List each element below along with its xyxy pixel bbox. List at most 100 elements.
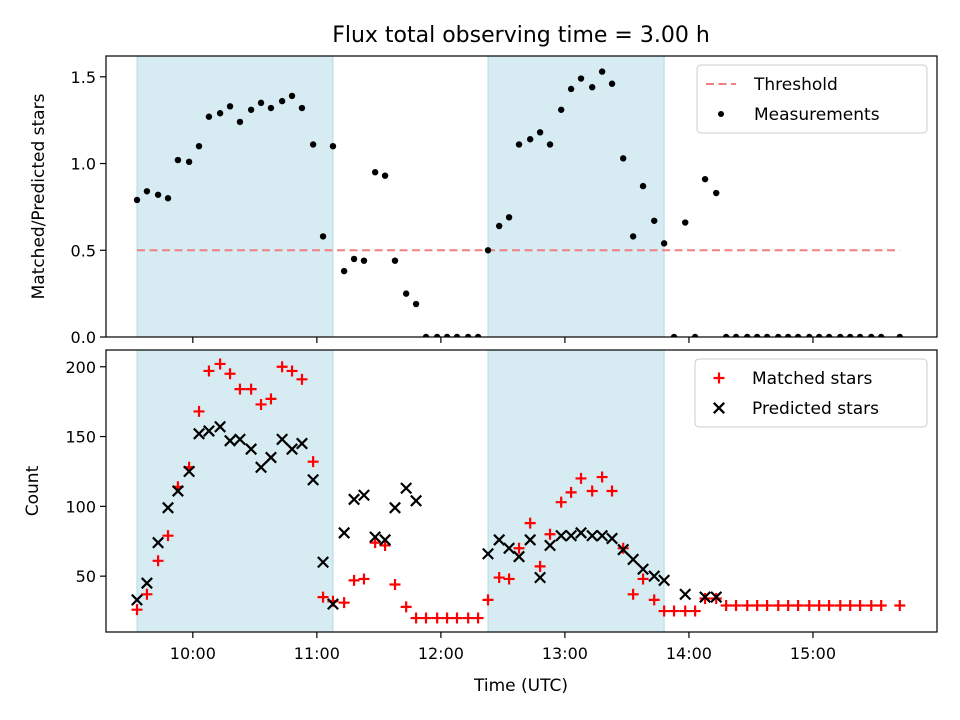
- matched-point: [689, 605, 701, 617]
- matched-point: [224, 368, 236, 380]
- matched-point: [555, 496, 567, 508]
- legend-measurement-swatch: [718, 111, 724, 117]
- predicted-point: [482, 547, 494, 560]
- measurement-point: [670, 333, 678, 337]
- matched-point: [317, 591, 329, 603]
- matched-point: [296, 373, 308, 385]
- matched-point: [203, 365, 215, 377]
- matched-point: [534, 560, 546, 572]
- measurement-point: [195, 142, 203, 150]
- measurement-point: [154, 191, 162, 198]
- measurement-point: [856, 333, 864, 337]
- series-predicted-stars: [131, 420, 723, 611]
- measurement-point: [505, 214, 513, 221]
- predicted-point: [710, 591, 723, 604]
- measurement-point: [722, 333, 730, 337]
- measurement-point: [257, 99, 265, 107]
- matched-point: [834, 599, 846, 611]
- measurement-point: [391, 257, 399, 264]
- predicted-point: [307, 473, 320, 486]
- matched-point: [193, 405, 205, 417]
- axes-frame: [105, 55, 938, 338]
- measurement-point: [298, 104, 306, 112]
- ratio-panel: 0.0 0.5 1.0 1.5 Matched/Predicted stars Thres…: [29, 55, 938, 347]
- series-matched-stars: [131, 358, 906, 624]
- predicted-point: [493, 533, 506, 546]
- measurement-point: [567, 85, 575, 93]
- matched-point: [772, 599, 784, 611]
- legend-label: Measurements: [754, 105, 880, 125]
- matched-point: [255, 398, 267, 410]
- measurement-point: [660, 240, 668, 247]
- matched-point: [245, 383, 257, 395]
- y-tick-label: 1.5: [71, 68, 96, 87]
- matched-point: [730, 599, 742, 611]
- predicted-point: [679, 588, 692, 601]
- count-panel: 50 100 150 200 10:00 11:00 12:00 13:00 14:00 15:0…: [23, 349, 938, 663]
- predicted-point: [565, 529, 578, 542]
- measurement-point: [815, 333, 823, 337]
- y-tick-label: 100: [65, 497, 96, 516]
- matched-point: [462, 612, 474, 624]
- predicted-point: [555, 529, 568, 542]
- predicted-point: [276, 433, 289, 446]
- matched-point: [513, 542, 525, 554]
- matched-point: [658, 605, 670, 617]
- measurement-point: [278, 97, 286, 105]
- measurement-point: [775, 333, 782, 337]
- measurement-point: [133, 196, 141, 204]
- x-tick-label: 15:00: [790, 644, 836, 663]
- legend-label: Matched stars: [752, 369, 872, 389]
- matched-point: [286, 365, 298, 377]
- matched-point: [844, 599, 856, 611]
- measurement-point: [806, 333, 813, 337]
- measurement-point: [651, 217, 658, 224]
- measurement-point: [371, 169, 379, 176]
- predicted-point: [503, 542, 516, 555]
- predicted-point: [326, 598, 339, 611]
- predicted-point: [627, 553, 640, 566]
- legend-predicted-swatch: [713, 402, 725, 414]
- measurement-point: [629, 233, 637, 240]
- measurement-point: [216, 110, 224, 117]
- measurement-point: [350, 255, 358, 263]
- measurement-point: [484, 247, 492, 254]
- measurement-point: [309, 141, 317, 148]
- matched-point: [482, 594, 494, 606]
- predicted-point: [544, 539, 557, 552]
- predicted-point: [513, 550, 525, 563]
- measurement-point: [846, 333, 854, 337]
- predicted-point: [171, 485, 184, 497]
- matched-point: [152, 555, 164, 567]
- matched-point: [307, 456, 319, 468]
- measurement-point: [868, 333, 875, 337]
- matched-point: [162, 530, 174, 542]
- measurement-point: [433, 333, 441, 337]
- y-tick-label: 150: [65, 428, 96, 447]
- measurement-point: [691, 333, 699, 337]
- measurement-point: [639, 182, 647, 190]
- measurement-point: [784, 333, 792, 337]
- predicted-point: [140, 577, 153, 590]
- measurement-point: [877, 333, 885, 337]
- measurement-point: [143, 188, 151, 195]
- matched-point: [803, 599, 815, 611]
- predicted-point: [534, 571, 547, 584]
- matched-point: [379, 539, 391, 551]
- predicted-point: [575, 526, 588, 539]
- measurement-point: [588, 84, 596, 91]
- matched-point: [627, 588, 639, 600]
- matched-point: [420, 612, 432, 624]
- matched-point: [813, 599, 825, 611]
- legend-label: Threshold: [753, 75, 838, 95]
- predicted-point: [202, 424, 215, 437]
- matched-point: [276, 361, 288, 373]
- matched-point: [234, 383, 246, 395]
- legend-box: [694, 358, 928, 428]
- measurement-point: [185, 158, 193, 166]
- measurement-point: [412, 300, 420, 308]
- predicted-point: [255, 461, 268, 474]
- measurement-point: [319, 233, 327, 240]
- matched-point: [265, 393, 277, 405]
- matched-point: [575, 472, 587, 484]
